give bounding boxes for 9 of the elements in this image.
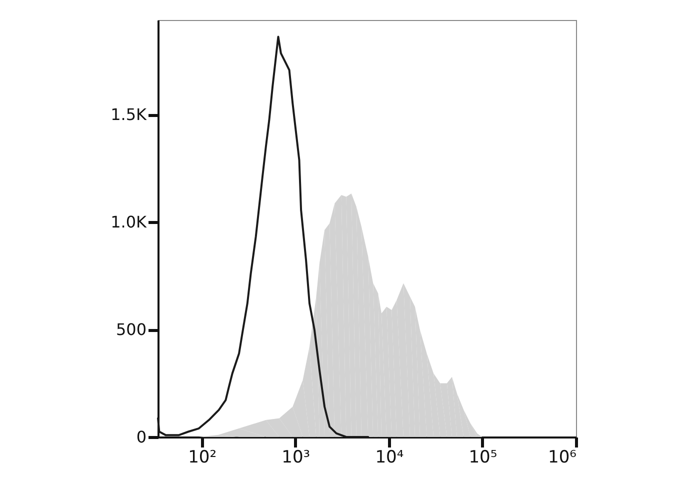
y-tick-label: 1.5K [110,105,148,124]
y-tick-label: 0 [136,428,146,446]
y-tick-label: 1.0K [110,212,148,232]
x-tick-label: 10⁵ [468,448,498,468]
x-tick-label: 10⁴ [375,448,404,468]
x-tick-label: 10⁶ [548,448,577,468]
y-tick-label: 500 [116,320,146,340]
x-tick-label: 10³ [282,448,310,468]
x-tick-label: 10² [188,448,217,468]
